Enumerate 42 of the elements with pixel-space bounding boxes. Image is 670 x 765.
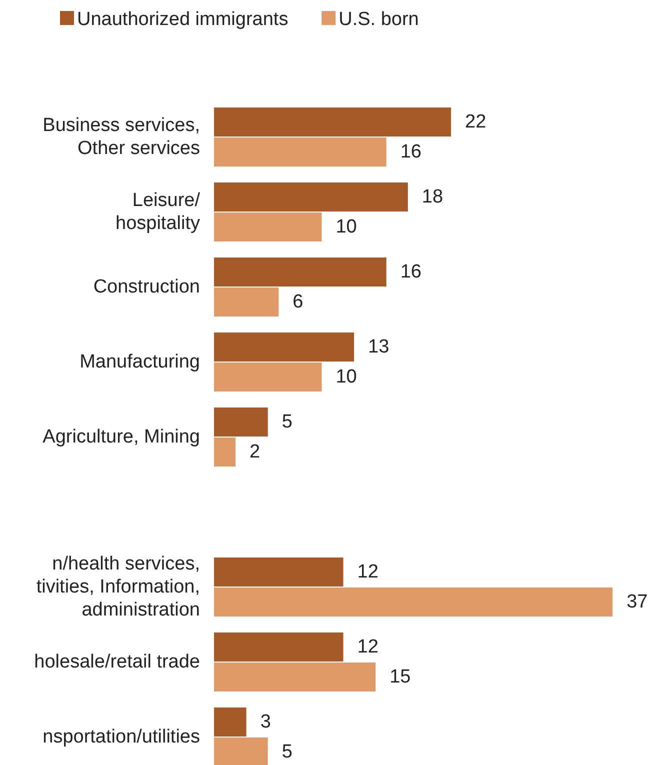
data-label: 16 <box>400 262 422 283</box>
bar <box>214 588 613 616</box>
bar <box>214 738 268 765</box>
data-label: 37 <box>626 592 648 613</box>
legend-label: U.S. born <box>338 9 419 30</box>
bar <box>214 258 386 286</box>
bar <box>214 108 451 136</box>
y-tick-label: Business services, Other services <box>42 115 200 160</box>
data-label: 22 <box>465 112 486 133</box>
data-label: 13 <box>368 336 390 358</box>
bar <box>214 182 408 212</box>
bar <box>214 632 344 662</box>
data-label: 3 <box>260 712 271 733</box>
bar <box>214 288 279 316</box>
data-label: 10 <box>336 216 357 238</box>
bar <box>214 438 236 466</box>
bar <box>214 332 354 362</box>
data-label: 10 <box>336 366 357 388</box>
y-tick-label: n/health services, tivities, Information, administration <box>36 554 200 621</box>
data-label: 6 <box>292 292 304 313</box>
bar <box>214 138 386 166</box>
data-label: 12 <box>357 562 378 583</box>
data-label: 12 <box>357 636 378 658</box>
data-label: 5 <box>282 742 292 763</box>
y-tick-label: Agriculture, Mining <box>42 426 200 448</box>
y-tick-label: Manufacturing <box>80 352 200 373</box>
data-label: 5 <box>282 412 292 433</box>
y-tick-label: Construction <box>93 276 200 298</box>
data-label: 2 <box>250 442 260 463</box>
y-tick-label: Leisure/ hospitality <box>116 190 201 234</box>
bar <box>214 408 268 436</box>
data-label: 18 <box>422 186 444 208</box>
bar <box>214 662 376 692</box>
legend-label: Unauthorized immigrants <box>77 9 288 30</box>
y-tick-label: nsportation/utilities <box>42 726 200 748</box>
bar <box>214 362 322 392</box>
bar <box>214 708 246 736</box>
y-tick-label: holesale/retail trade <box>34 652 200 673</box>
bar <box>214 212 322 242</box>
data-label: 15 <box>390 666 411 688</box>
bar <box>214 558 344 586</box>
data-label: 16 <box>400 142 422 163</box>
